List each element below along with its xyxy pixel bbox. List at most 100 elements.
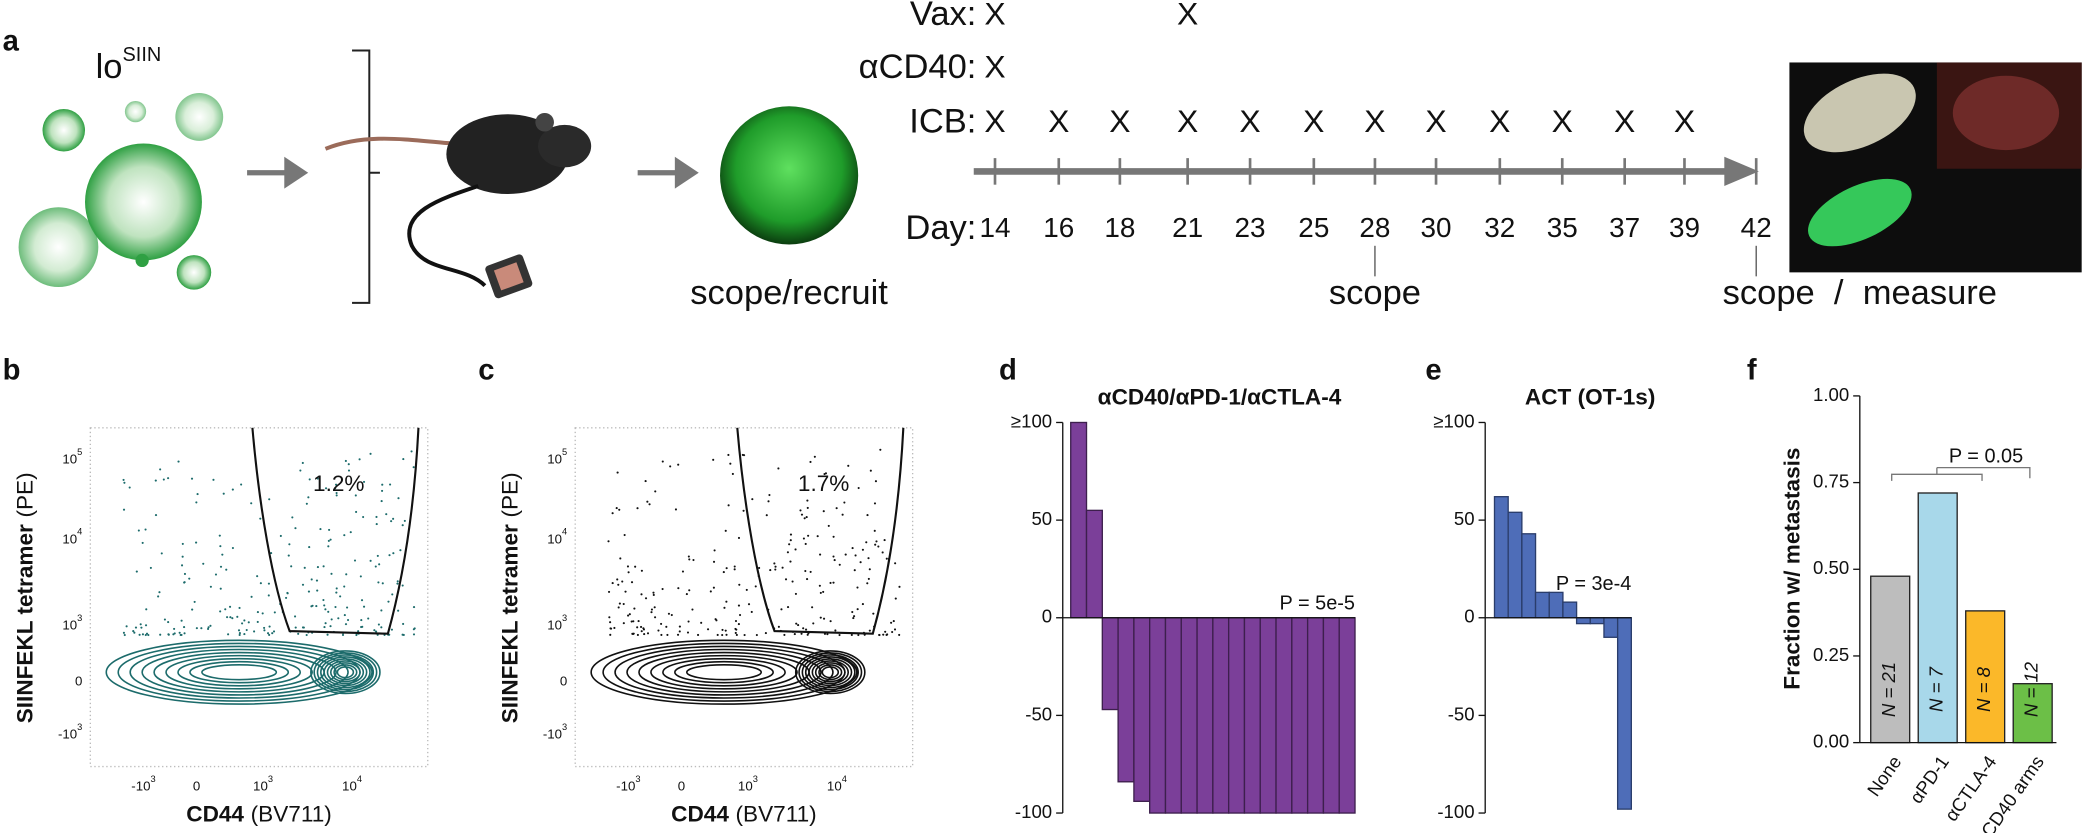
event <box>339 595 342 598</box>
event <box>207 627 210 631</box>
event <box>802 627 805 630</box>
event <box>676 633 680 636</box>
event <box>191 608 194 611</box>
event <box>873 529 876 532</box>
day-label: 37 <box>1609 212 1640 243</box>
events <box>122 450 416 637</box>
event <box>256 620 259 624</box>
tick-base: 10 <box>62 451 77 466</box>
event <box>380 609 383 612</box>
event <box>335 494 338 497</box>
event <box>819 553 822 556</box>
event <box>303 566 306 569</box>
event <box>308 546 311 549</box>
event <box>818 584 821 587</box>
event <box>777 625 780 628</box>
event <box>410 450 413 453</box>
event <box>632 620 635 623</box>
tick-base: 10 <box>547 531 562 546</box>
event <box>854 554 857 557</box>
event <box>412 606 416 609</box>
event <box>330 572 333 575</box>
event <box>327 545 330 548</box>
event <box>844 553 847 556</box>
event <box>256 611 259 614</box>
event <box>712 560 716 563</box>
day-label: 35 <box>1547 212 1578 243</box>
event <box>834 629 837 632</box>
event <box>755 633 758 637</box>
dose-mark: X <box>1425 103 1446 139</box>
tick-exp: 3 <box>150 774 155 784</box>
bar <box>1227 617 1246 814</box>
arrow <box>637 156 699 189</box>
event <box>279 534 282 538</box>
event <box>734 627 737 630</box>
tick-label: -103 <box>543 722 567 741</box>
bar <box>1275 617 1293 814</box>
tick-label: 103 <box>738 774 758 793</box>
event <box>357 630 360 633</box>
contour <box>650 654 798 690</box>
y-axis-label: SIINFEKL tetramer (PE) <box>497 472 522 723</box>
event <box>686 631 690 634</box>
y-tick-label: -50 <box>1025 703 1052 724</box>
event <box>375 523 378 526</box>
x-axis-label: CD44 (BV711) <box>671 802 817 827</box>
contour <box>818 664 843 681</box>
event <box>856 586 859 589</box>
event <box>293 615 297 618</box>
event <box>324 622 327 625</box>
event <box>731 472 734 476</box>
event <box>181 542 184 545</box>
x-axis-label: CD44 (BV711) <box>186 802 332 827</box>
event <box>399 549 402 552</box>
annotation: P = 5e-5 <box>1280 593 1355 615</box>
tick-label: 104 <box>62 527 82 546</box>
event <box>611 512 614 515</box>
event <box>237 629 241 632</box>
event <box>316 477 319 480</box>
event <box>885 557 888 560</box>
bar <box>1562 601 1578 619</box>
contour <box>323 658 368 687</box>
event <box>809 570 812 573</box>
event <box>377 581 380 584</box>
event <box>390 520 393 523</box>
event <box>337 617 340 620</box>
bar <box>1616 617 1632 810</box>
event <box>652 591 655 594</box>
bar <box>1521 533 1537 619</box>
event <box>804 542 807 546</box>
bar <box>2012 683 2053 744</box>
y-axis-label: SIINFEKL tetramer (PE) <box>13 472 38 723</box>
event <box>412 633 416 636</box>
event <box>799 509 802 512</box>
contour <box>105 639 373 705</box>
event <box>652 593 655 597</box>
bar <box>1507 511 1523 619</box>
event <box>209 585 212 588</box>
contour <box>821 666 840 679</box>
event <box>872 612 875 615</box>
event <box>727 504 730 507</box>
event <box>195 541 198 544</box>
event <box>786 606 790 609</box>
bar <box>1917 492 1958 744</box>
label-bold: SIINFEKL tetramer <box>497 524 522 723</box>
tick-label: -103 <box>616 774 640 793</box>
bar <box>1212 617 1230 814</box>
event <box>774 565 777 568</box>
event <box>263 629 266 632</box>
event <box>195 501 198 504</box>
bar <box>1259 617 1277 814</box>
event <box>806 499 809 502</box>
event <box>346 606 349 609</box>
event <box>865 541 868 544</box>
event <box>646 632 650 635</box>
contour <box>662 657 786 687</box>
mouse <box>324 112 592 299</box>
event <box>637 620 640 623</box>
event <box>687 555 690 558</box>
